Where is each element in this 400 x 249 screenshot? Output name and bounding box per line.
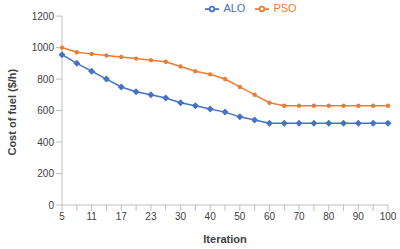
- svg-text:0: 0: [48, 200, 54, 211]
- svg-text:90: 90: [353, 211, 365, 222]
- svg-text:600: 600: [37, 105, 54, 116]
- svg-text:11: 11: [86, 211, 97, 222]
- svg-text:400: 400: [37, 137, 54, 148]
- svg-text:Iteration: Iteration: [203, 233, 247, 245]
- svg-text:80: 80: [323, 211, 335, 222]
- svg-text:17: 17: [116, 211, 128, 222]
- svg-text:23: 23: [145, 211, 157, 222]
- svg-text:1000: 1000: [32, 42, 55, 53]
- svg-text:5: 5: [59, 211, 65, 222]
- svg-text:30: 30: [175, 211, 187, 222]
- svg-text:100: 100: [380, 211, 392, 222]
- svg-text:Cost of fuel ($/h): Cost of fuel ($/h): [8, 68, 18, 155]
- svg-text:1200: 1200: [32, 11, 55, 22]
- html-text:PSO: PSO: [273, 2, 297, 14]
- svg-text:50: 50: [234, 211, 246, 222]
- svg-text:70: 70: [294, 211, 306, 222]
- svg-text:800: 800: [37, 74, 54, 85]
- html-text:ALO: ALO: [223, 2, 246, 14]
- svg-text:60: 60: [264, 211, 276, 222]
- svg-text:200: 200: [37, 168, 54, 179]
- svg-text:40: 40: [205, 211, 217, 222]
